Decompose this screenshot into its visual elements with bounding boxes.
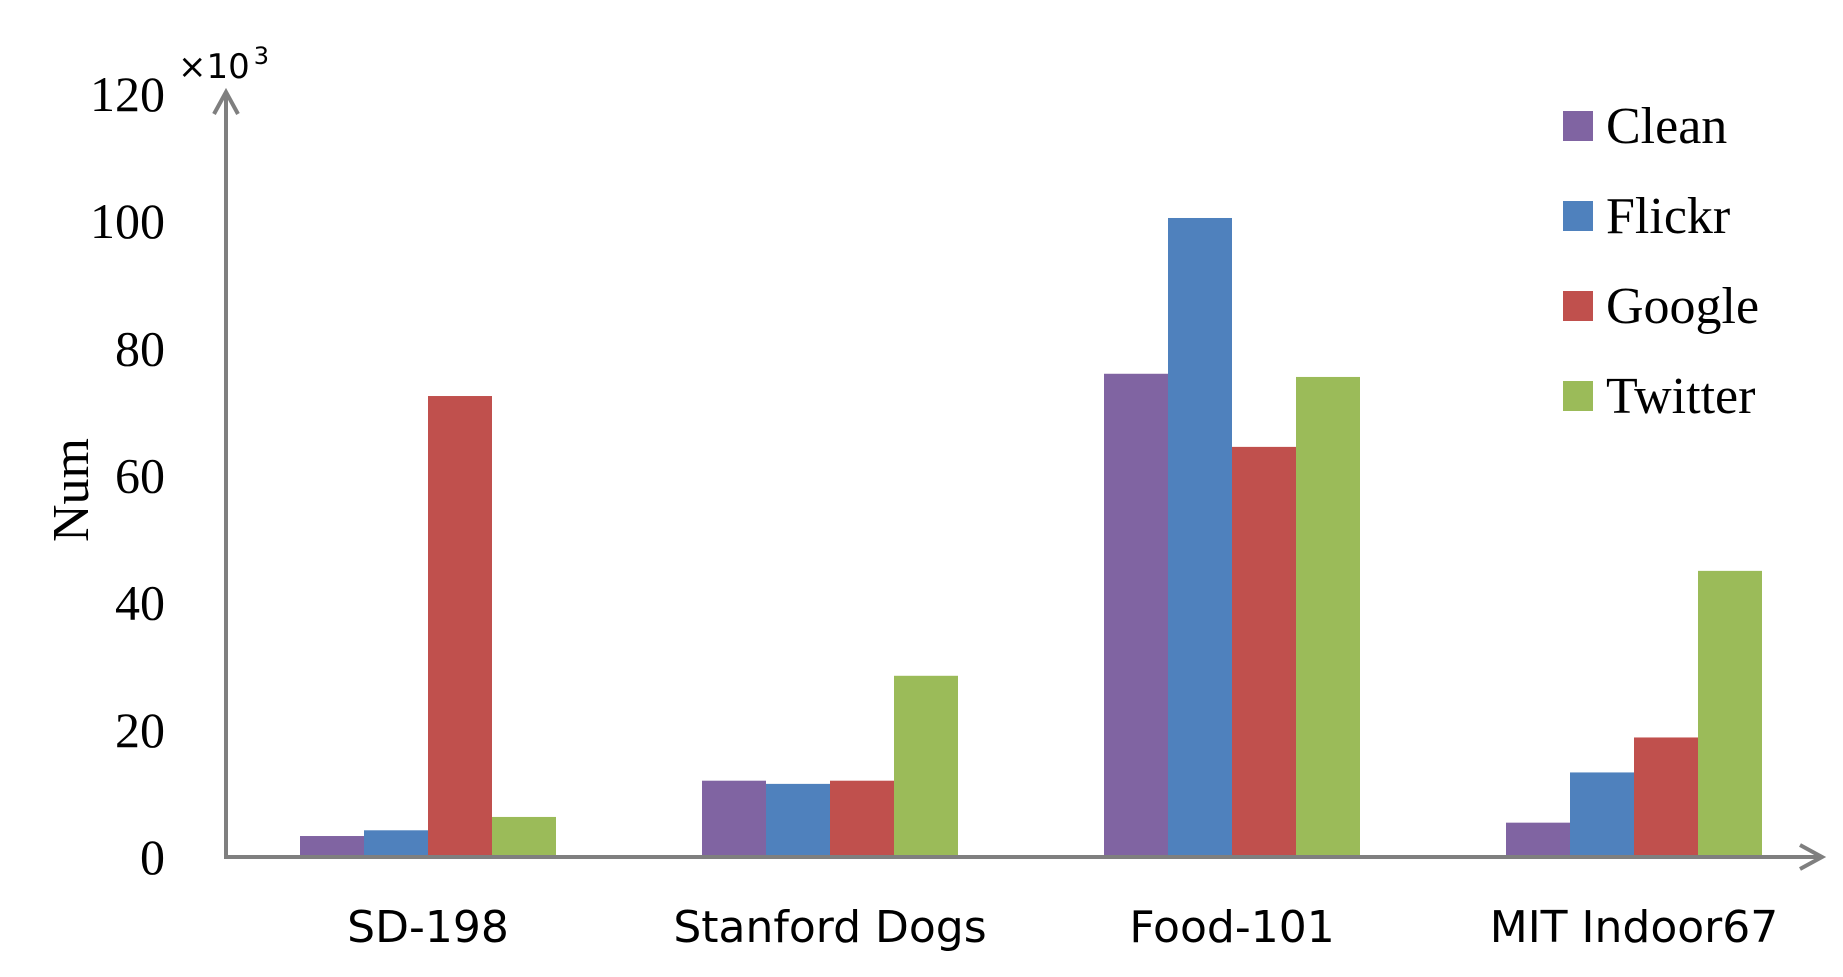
legend-label-twitter: Twitter [1606, 368, 1755, 425]
legend-label-google: Google [1606, 278, 1759, 335]
legend-swatch-twitter [1563, 381, 1593, 411]
bar-flickr [1570, 772, 1634, 857]
bar-google [830, 780, 894, 857]
bar-twitter [1296, 376, 1360, 857]
bar-twitter [1698, 570, 1762, 857]
bars-group [300, 217, 1762, 858]
x-category-label: Stanford Dogs [673, 902, 986, 953]
bar-google [1232, 446, 1296, 857]
y-multiplier: ×10 3 [178, 42, 269, 87]
y-tick-label: 0 [140, 829, 165, 885]
bar-flickr [1168, 217, 1232, 858]
legend-swatch-google [1563, 291, 1593, 321]
y-tick-label: 20 [115, 702, 165, 758]
bar-google [1634, 737, 1698, 857]
x-axis-arrowhead [1799, 843, 1827, 871]
bar-twitter [492, 816, 556, 857]
legend-swatch-flickr [1563, 201, 1593, 231]
bar-clean [1104, 373, 1168, 857]
legend-label-flickr: Flickr [1606, 188, 1730, 245]
y-multiplier-base: ×10 [178, 47, 250, 87]
bar-flickr [766, 783, 830, 857]
bar-flickr [364, 830, 428, 857]
legend: Clean Flickr Google Twitter [1563, 98, 1759, 425]
y-axis-label: Num [43, 438, 100, 542]
legend-swatch-clean [1563, 111, 1593, 141]
bar-clean [702, 780, 766, 857]
y-tick-labels: 0 20 40 60 80 100 120 [90, 66, 165, 885]
y-tick-label: 60 [115, 448, 165, 504]
x-category-label: Food-101 [1129, 902, 1334, 953]
bar-twitter [894, 675, 958, 857]
y-tick-label: 100 [90, 193, 165, 249]
y-axis-arrowhead [212, 87, 240, 115]
y-tick-label: 120 [90, 66, 165, 122]
x-category-label: MIT Indoor67 [1490, 902, 1779, 953]
y-tick-label: 40 [115, 575, 165, 631]
bar-clean [1506, 822, 1570, 857]
y-tick-label: 80 [115, 320, 165, 376]
bar-clean [300, 836, 364, 857]
bar-google [428, 396, 492, 857]
x-category-labels: SD-198 Stanford Dogs Food-101 MIT Indoor67 [347, 902, 1778, 953]
x-category-label: SD-198 [347, 902, 509, 953]
legend-label-clean: Clean [1606, 98, 1727, 155]
y-multiplier-exponent: 3 [254, 42, 269, 70]
